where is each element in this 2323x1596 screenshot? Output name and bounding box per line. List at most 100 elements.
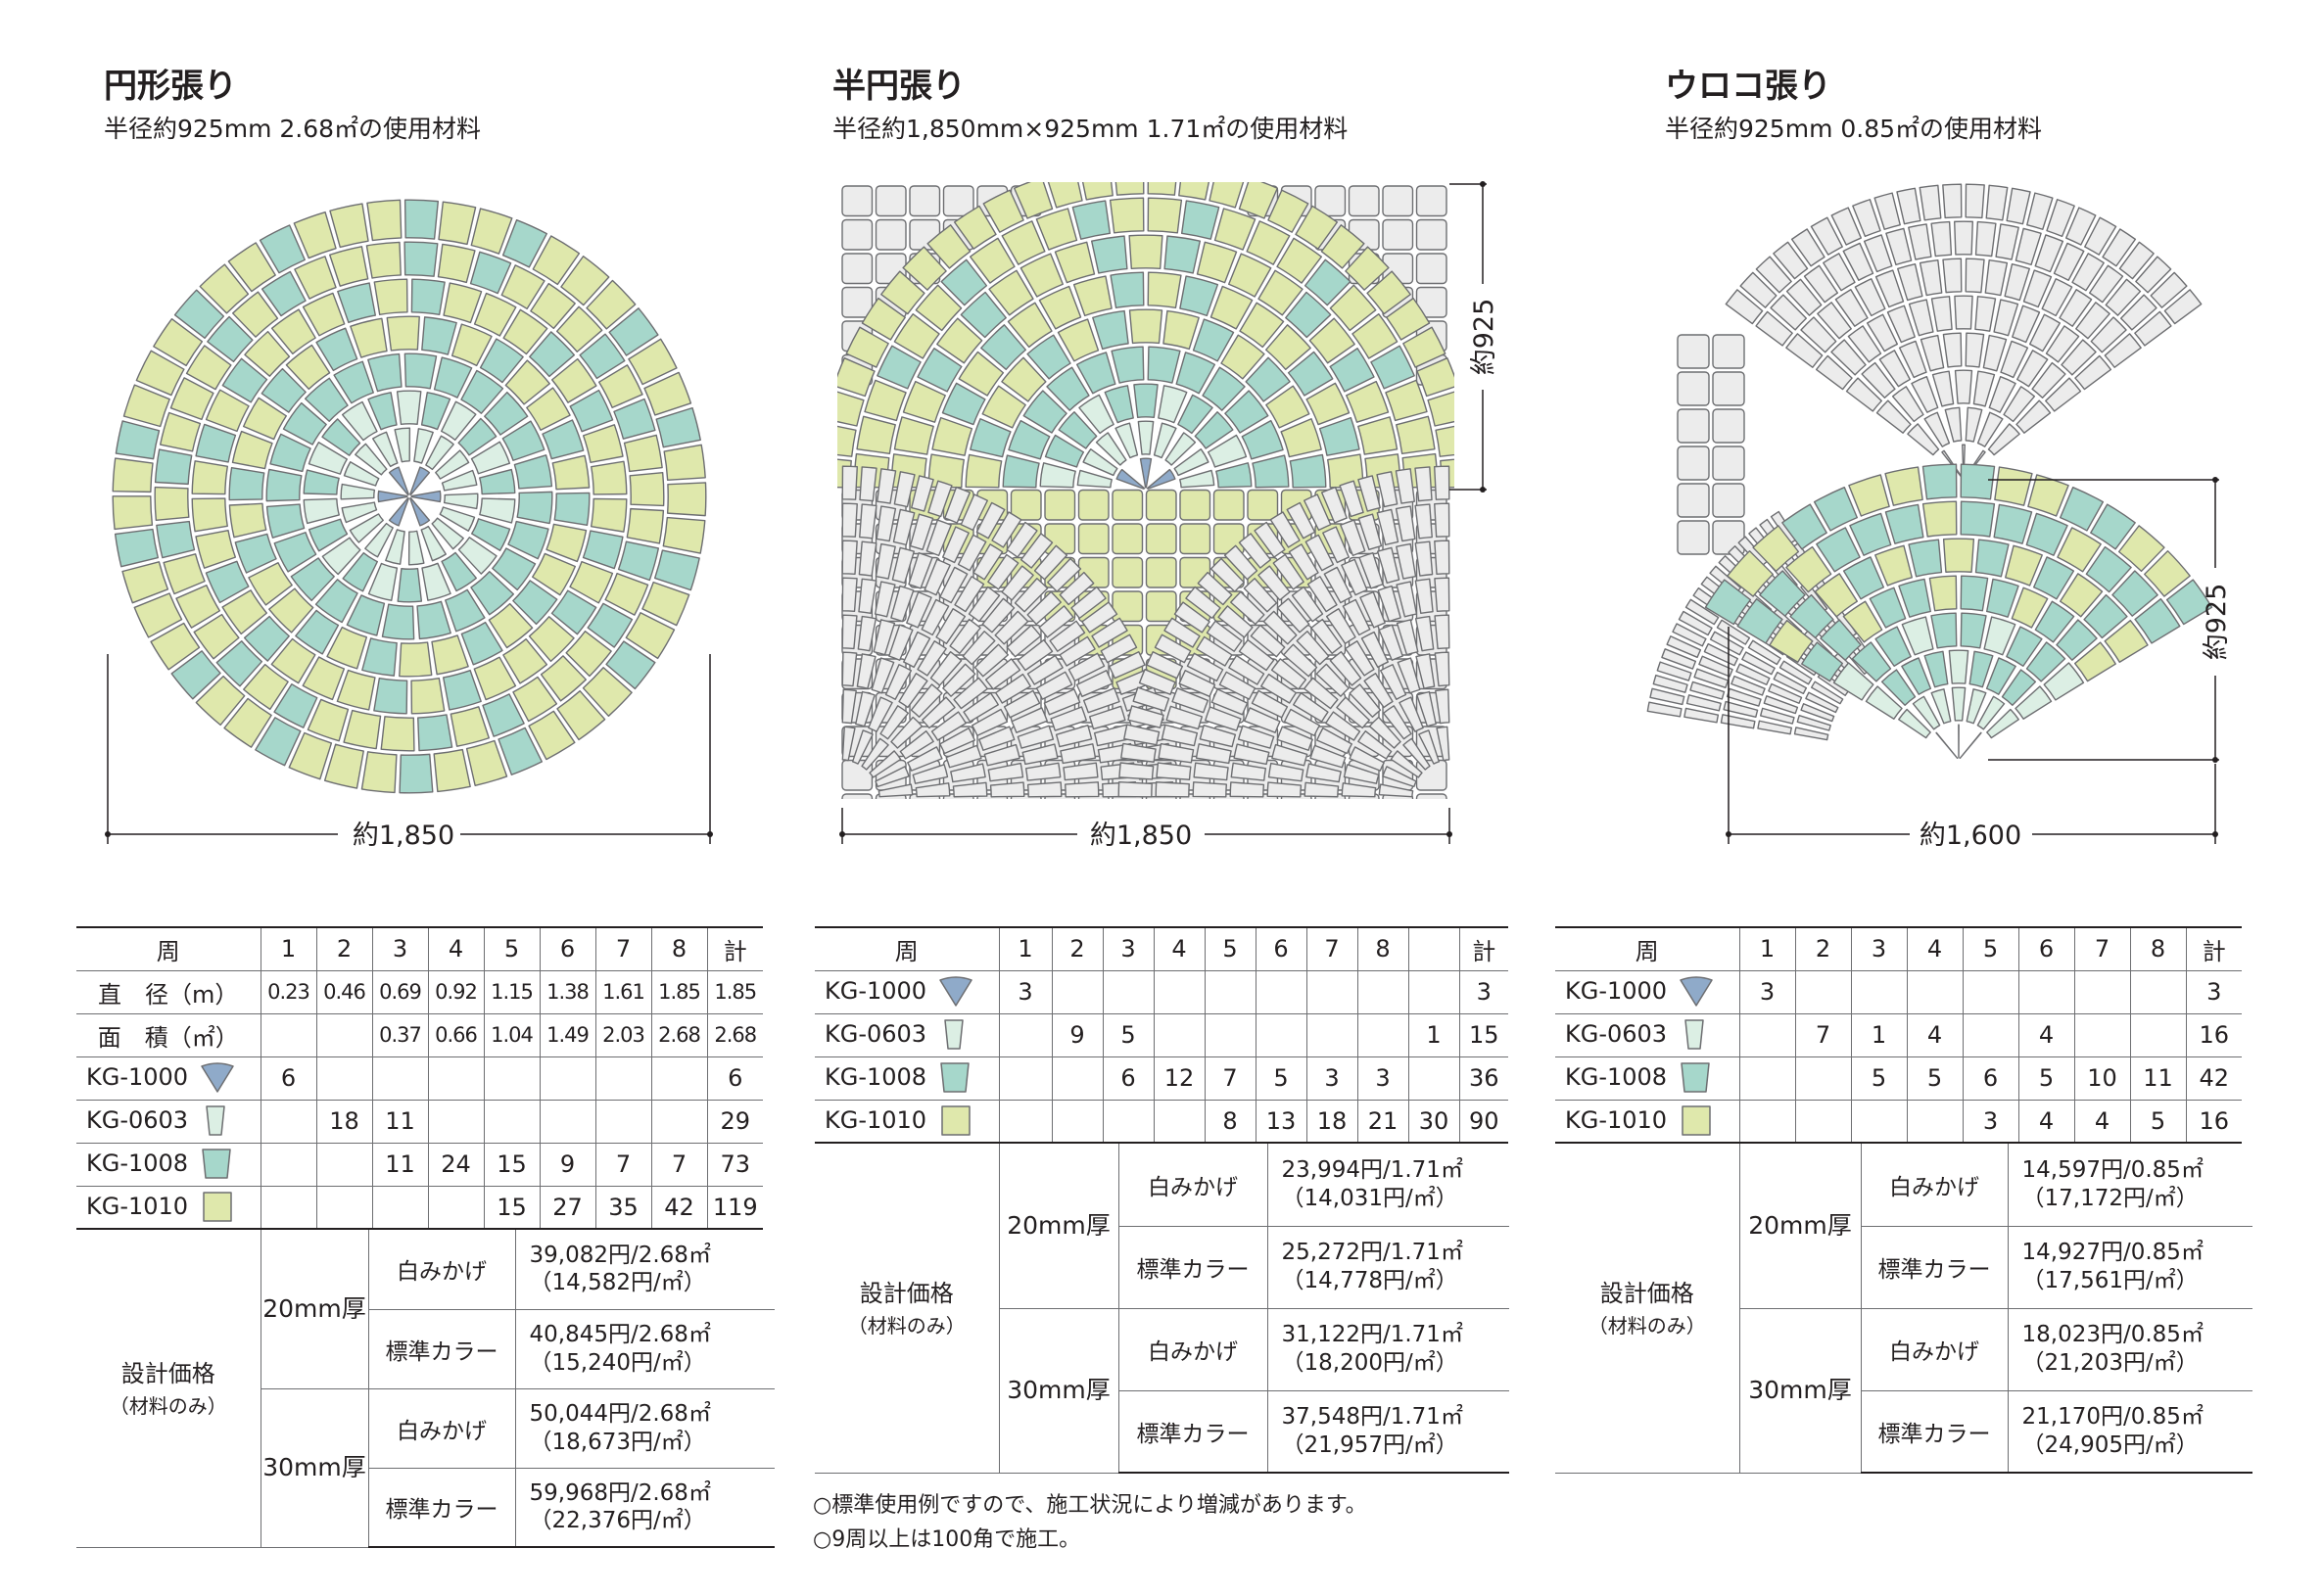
table-cell: 12 — [1154, 1056, 1206, 1101]
thickness-cell: 30mm厚 — [999, 1308, 1119, 1474]
table-header-cell: 2 — [1795, 926, 1852, 971]
finish-type-cell: 標準カラー — [368, 1468, 516, 1548]
material-code: KG-1000 — [825, 977, 927, 1005]
material-label-cell: KG-1000 — [76, 1056, 261, 1101]
table-cell: 1.85 — [651, 970, 708, 1014]
table-row: KG-1010 8 13 18 21 30 90 — [815, 1100, 1508, 1144]
table-cell: 119 — [707, 1186, 763, 1230]
table-cell — [999, 1013, 1053, 1057]
table-cell — [1907, 1100, 1964, 1144]
table-header-cell: 周 — [815, 926, 1000, 971]
material-code: KG-1008 — [86, 1150, 189, 1177]
table-header-cell: 5 — [484, 926, 541, 971]
price-total: 50,044円/2.68㎡ — [529, 1400, 711, 1427]
price-cell: 39,082円/2.68㎡ （14,582円/㎡） — [515, 1230, 775, 1310]
table-header-cell: 5 — [1205, 926, 1256, 971]
table-cell: 29 — [707, 1100, 763, 1144]
material-label-cell: KG-0603 — [76, 1100, 261, 1144]
table-cell — [1357, 970, 1409, 1014]
table-cell: 3 — [1739, 970, 1796, 1014]
table-cell — [1103, 1100, 1155, 1144]
material-code: KG-1010 — [825, 1105, 927, 1134]
finish-type-cell: 白みかげ — [1118, 1144, 1268, 1227]
material-code: KG-0603 — [1565, 1020, 1668, 1048]
square-tile-icon — [1682, 1105, 1711, 1136]
table-cell: 6 — [1103, 1056, 1155, 1101]
table-cell — [316, 1143, 373, 1187]
table-cell — [540, 1100, 596, 1144]
table-cell — [1739, 1056, 1796, 1101]
table-cell: 42 — [651, 1186, 708, 1230]
semicircle-pattern-diagram: 約1,850 約925 — [837, 181, 1499, 851]
table-cell: 3 — [999, 970, 1053, 1014]
table-header-cell: 8 — [1357, 926, 1409, 971]
design-price-sublabel: （材料のみ） — [847, 1313, 966, 1338]
table-cell: 9 — [540, 1143, 596, 1187]
finish-type-cell: 白みかげ — [1861, 1144, 2009, 1227]
table-cell: 9 — [1052, 1013, 1104, 1057]
table-header-cell: 計 — [707, 926, 763, 971]
table-header-cell: 8 — [2130, 926, 2187, 971]
price-total: 59,968円/2.68㎡ — [529, 1479, 711, 1506]
table-header-cell: 2 — [316, 926, 373, 971]
table-cell: 1.38 — [540, 970, 596, 1014]
design-price-sublabel: （材料のみ） — [1588, 1313, 1706, 1338]
table-cell: 11 — [372, 1143, 429, 1187]
table-cell: 7 — [651, 1143, 708, 1187]
panel3-title: ウロコ張り — [1665, 67, 1831, 106]
price-per-sqm: （18,200円/㎡） — [1281, 1350, 1458, 1376]
table-header-cell: 計 — [1459, 926, 1508, 971]
table-cell: 15 — [484, 1143, 541, 1187]
square-tile-icon — [203, 1192, 232, 1222]
note-2: ○9周以上は100角で施工。 — [813, 1527, 1081, 1553]
finish-type-cell: 標準カラー — [1118, 1390, 1268, 1474]
table-cell: 7 — [1795, 1013, 1852, 1057]
table-cell: 5 — [1851, 1056, 1908, 1101]
table-header-cell: 8 — [651, 926, 708, 971]
price-per-sqm: （17,561円/㎡） — [2021, 1268, 2199, 1293]
thickness-cell: 30mm厚 — [261, 1388, 369, 1548]
table-header-cell: 周 — [1555, 926, 1740, 971]
table-header-cell: 3 — [372, 926, 429, 971]
table-cell: 0.46 — [316, 970, 373, 1014]
table-cell — [1052, 970, 1104, 1014]
table-cell: 7 — [595, 1143, 652, 1187]
table-cell: 18 — [316, 1100, 373, 1144]
price-per-sqm: （24,905円/㎡） — [2021, 1432, 2199, 1458]
material-label-cell: KG-1010 — [815, 1100, 1000, 1144]
table-cell: 4 — [2018, 1100, 2075, 1144]
table-cell: 1 — [1851, 1013, 1908, 1057]
finish-type-cell: 標準カラー — [1861, 1226, 2009, 1309]
finish-type-cell: 標準カラー — [1861, 1390, 2009, 1474]
material-code: KG-1010 — [1565, 1105, 1668, 1134]
table-cell: 6 — [707, 1056, 763, 1101]
thickness-cell: 20mm厚 — [261, 1230, 369, 1389]
table-cell — [1256, 1013, 1307, 1057]
trap-tile-icon — [940, 1062, 970, 1093]
table-cell — [651, 1100, 708, 1144]
table-header-cell: 4 — [428, 926, 485, 971]
panel2-material-table: 周 1 2 3 4 5 6 7 8 計 KG-1000 3 3 KG-0603 9 5 1 15 KG-1008 6 1… — [815, 926, 1509, 1474]
panel2-subtitle: 半径約1,850mm×925mm 1.71㎡の使用材料 — [832, 115, 1349, 143]
trap-tile-icon — [1681, 1062, 1710, 1093]
price-cell: 50,044円/2.68㎡ （18,673円/㎡） — [515, 1388, 775, 1469]
table-header-cell: 6 — [2018, 926, 2075, 971]
fan-tile-icon — [939, 976, 972, 1007]
table-cell — [372, 1056, 429, 1101]
table-header-cell: 6 — [1256, 926, 1307, 971]
table-cell: 1.15 — [484, 970, 541, 1014]
square-tile-icon — [941, 1105, 971, 1136]
row-label-cell: 直 径（m） — [76, 970, 261, 1014]
price-cell: 23,994円/1.71㎡ （14,031円/㎡） — [1267, 1144, 1509, 1227]
table-cell — [595, 1056, 652, 1101]
price-total: 31,122円/1.71㎡ — [1281, 1322, 1463, 1348]
table-header-cell: 7 — [1306, 926, 1358, 971]
table-cell: 1.85 — [707, 970, 763, 1014]
price-per-sqm: （21,203円/㎡） — [2021, 1350, 2199, 1376]
table-header-cell: 5 — [1963, 926, 2019, 971]
table-cell: 30 — [1408, 1100, 1460, 1144]
fan-tile-icon — [201, 1062, 234, 1093]
price-total: 39,082円/2.68㎡ — [529, 1242, 711, 1268]
table-cell — [1795, 970, 1852, 1014]
table-cell: 15 — [484, 1186, 541, 1230]
